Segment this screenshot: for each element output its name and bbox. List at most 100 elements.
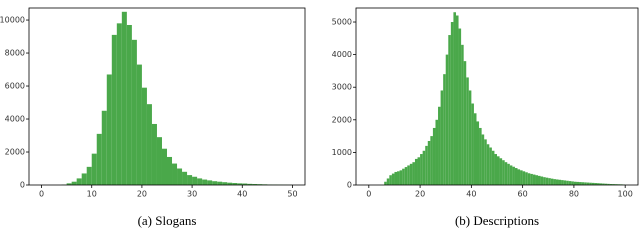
bar [573, 181, 577, 185]
bar [558, 179, 562, 185]
bar [141, 87, 147, 185]
bar [517, 169, 521, 185]
bar [602, 183, 605, 185]
bar [409, 163, 413, 185]
bar [530, 173, 533, 185]
bar [553, 179, 556, 185]
bar [604, 183, 608, 185]
bar [402, 168, 405, 185]
bar [227, 182, 233, 185]
bar [397, 171, 400, 185]
bar [512, 166, 515, 185]
bar [471, 103, 474, 185]
bar [394, 171, 398, 185]
bar [412, 162, 415, 185]
bar [187, 175, 193, 185]
bar [458, 28, 462, 185]
bar [217, 181, 223, 185]
bar [455, 15, 459, 185]
bar [414, 158, 418, 185]
bar [432, 127, 436, 185]
x-tick-label: 100 [618, 190, 633, 199]
bar [540, 176, 544, 185]
x-tick-label: 20 [137, 190, 147, 199]
bar [491, 150, 495, 185]
bar [571, 181, 574, 185]
bar [440, 90, 444, 185]
bar [399, 170, 403, 185]
bar [609, 184, 613, 185]
bar [527, 173, 531, 185]
bar [509, 165, 513, 185]
bar [237, 183, 243, 185]
bar [484, 139, 487, 185]
bar [522, 171, 526, 185]
x-tick-label: 80 [569, 190, 579, 199]
bar [156, 137, 162, 185]
bar [499, 158, 503, 185]
bar [545, 177, 549, 185]
y-tick-label: 4000 [5, 115, 25, 124]
bar [136, 64, 142, 185]
bar [161, 148, 167, 185]
bar [242, 183, 248, 185]
x-tick-label: 40 [466, 190, 476, 199]
bar [489, 147, 492, 185]
bar [576, 181, 580, 185]
bar [425, 145, 428, 185]
x-tick-label: 30 [187, 190, 197, 199]
caption: (a) Slogans [138, 213, 197, 228]
bar [222, 182, 228, 185]
y-tick-label: 10000 [0, 16, 25, 25]
bar [202, 179, 208, 185]
bar [116, 23, 122, 186]
bar [86, 166, 92, 185]
bar [476, 121, 480, 185]
bar [81, 173, 87, 185]
bar [445, 54, 449, 186]
bar [430, 136, 433, 185]
plot-frame [355, 7, 639, 186]
x-tick-label: 50 [287, 190, 297, 199]
bar [76, 178, 82, 185]
bar [192, 176, 198, 185]
plot-frame [28, 7, 306, 186]
bar [172, 163, 178, 185]
bar [514, 168, 518, 185]
bar [404, 167, 408, 185]
bar [563, 180, 567, 185]
bar [448, 35, 451, 185]
bar [443, 74, 446, 185]
bar [111, 34, 117, 185]
bar [532, 174, 536, 185]
bar [543, 177, 546, 185]
bar [561, 180, 564, 185]
bar [466, 77, 469, 185]
bar [548, 178, 551, 185]
x-tick-label: 0 [39, 190, 44, 199]
bar [584, 182, 587, 185]
y-tick-label: 2000 [332, 115, 352, 124]
y-tick-label: 2000 [5, 148, 25, 157]
bar [91, 153, 97, 185]
x-tick-label: 10 [87, 190, 97, 199]
bar [417, 157, 421, 185]
bar [525, 172, 528, 185]
bar [535, 175, 539, 185]
bar [614, 184, 618, 185]
bar [568, 181, 572, 185]
bar [586, 182, 590, 185]
bar [121, 11, 127, 185]
bar [612, 184, 615, 185]
bar [257, 184, 263, 185]
x-tick-label: 0 [366, 190, 371, 199]
y-tick-label: 4000 [332, 50, 352, 59]
bar [177, 168, 183, 185]
y-tick-label: 0 [20, 181, 25, 190]
bar [131, 39, 137, 185]
bar [207, 180, 213, 185]
bar [468, 90, 472, 185]
bar [507, 163, 510, 185]
bar [520, 170, 523, 185]
